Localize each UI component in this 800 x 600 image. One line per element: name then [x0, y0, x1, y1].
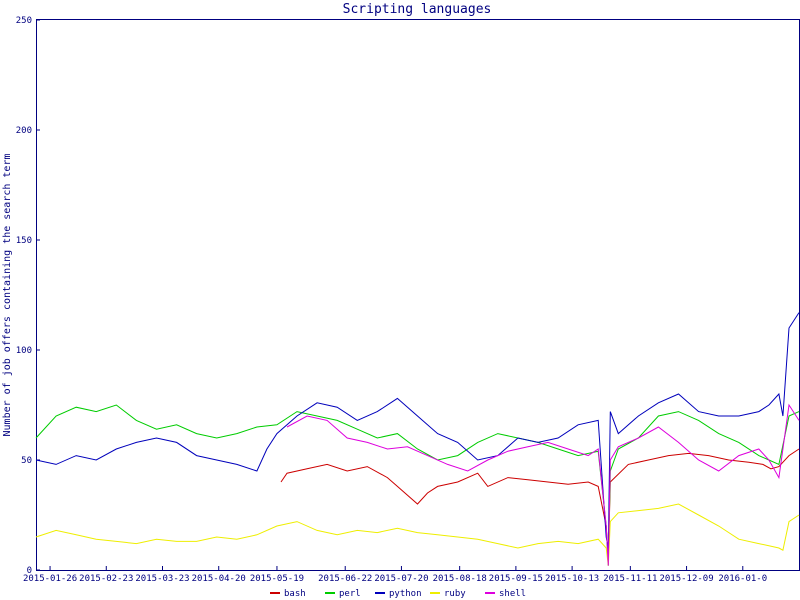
x-tick-label: 2015-06-22	[318, 574, 372, 584]
series-line-python	[35, 312, 800, 549]
x-tick-label: 2015-03-23	[135, 574, 189, 584]
series-line-perl	[35, 404, 800, 566]
y-tick-label: 250	[16, 16, 32, 26]
x-tick-label: 2015-04-20	[192, 574, 246, 584]
y-tick-label: 150	[16, 236, 32, 246]
series-lines	[35, 312, 800, 566]
series-line-bash	[280, 448, 800, 560]
legend-label-perl: perl	[339, 589, 361, 599]
x-tick-label: 2015-05-19	[250, 574, 304, 584]
x-tick-label: 2015-11-11	[603, 574, 657, 584]
x-tick-label: 2015-10-13	[545, 574, 599, 584]
x-tick-label: 2015-01-26	[23, 574, 77, 584]
x-tick-label: 2015-02-23	[79, 574, 133, 584]
x-tick-label: 2015-08-18	[433, 574, 487, 584]
series-line-ruby	[35, 503, 800, 566]
plot-area-frame	[36, 19, 800, 571]
x-tick-label: 2015-07-20	[374, 574, 428, 584]
y-tick-label: 50	[21, 456, 32, 466]
legend: bash perl python ruby shell	[270, 589, 526, 599]
legend-label-python: python	[389, 589, 422, 599]
x-axis: 2015-01-26 2015-02-23 2015-03-23 2015-04-20…	[23, 566, 767, 584]
y-tick-label: 200	[16, 126, 32, 136]
y-axis: 0 50 100 150 200 250	[16, 16, 40, 576]
x-tick-label: 2015-12-09	[659, 574, 713, 584]
legend-label-ruby: ruby	[444, 589, 466, 599]
y-tick-label: 0	[27, 566, 32, 576]
series-line-shell	[286, 403, 800, 566]
legend-label-bash: bash	[284, 589, 306, 599]
y-axis-label: Number of job offers containing the sear…	[2, 154, 13, 437]
legend-label-shell: shell	[499, 589, 526, 599]
y-tick-label: 100	[16, 346, 32, 356]
chart-title: Scripting languages	[343, 2, 492, 17]
x-tick-label: 2015-09-15	[489, 574, 543, 584]
x-tick-label: 2016-01-0	[718, 574, 767, 584]
